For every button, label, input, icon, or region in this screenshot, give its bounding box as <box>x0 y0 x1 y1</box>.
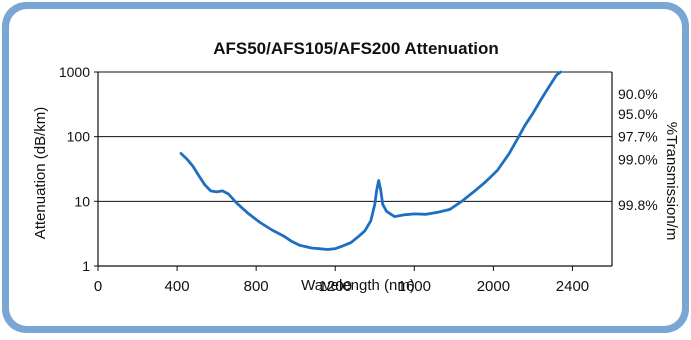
x-axis-label: Wavelength (nm) <box>301 277 415 294</box>
right-axis-label: 99.0% <box>618 152 658 168</box>
y-axis-label: Attenuation (dB/km) <box>32 107 49 240</box>
x-tick-label: 1200 <box>319 278 352 295</box>
x-tick-label: 2000 <box>477 278 510 295</box>
y2-axis-label: %Transmission/m <box>663 122 680 241</box>
y-ticks: 1 10 100 1000 <box>59 64 98 274</box>
series-line <box>179 70 562 251</box>
x-tick-label: 1600 <box>398 278 431 295</box>
right-axis-label: 99.8% <box>618 197 658 213</box>
axes <box>97 72 613 267</box>
series-group <box>179 70 562 251</box>
x-ticks: 0 400 800 1200 1600 2000 2400 <box>94 266 589 295</box>
y-tick-label: 1000 <box>59 64 90 80</box>
right-axis-label: 97.7% <box>618 129 658 145</box>
y-tick-label: 1 <box>82 258 90 274</box>
y-tick-label: 10 <box>74 193 90 209</box>
y-tick-label: 100 <box>67 129 91 145</box>
x-tick-label: 400 <box>165 278 190 295</box>
x-tick-label: 800 <box>244 278 269 295</box>
right-axis-label: 90.0% <box>618 86 658 102</box>
x-tick-label: 2400 <box>556 278 589 295</box>
x-tick-label: 0 <box>94 278 102 295</box>
right-axis-label: 95.0% <box>618 106 658 122</box>
chart-background <box>9 9 682 326</box>
chart-title: AFS50/AFS105/AFS200 Attenuation <box>213 39 499 58</box>
right-axis-labels: 90.0% 95.0% 97.7% 99.0% 99.8% <box>618 86 658 213</box>
gridlines <box>98 71 612 202</box>
